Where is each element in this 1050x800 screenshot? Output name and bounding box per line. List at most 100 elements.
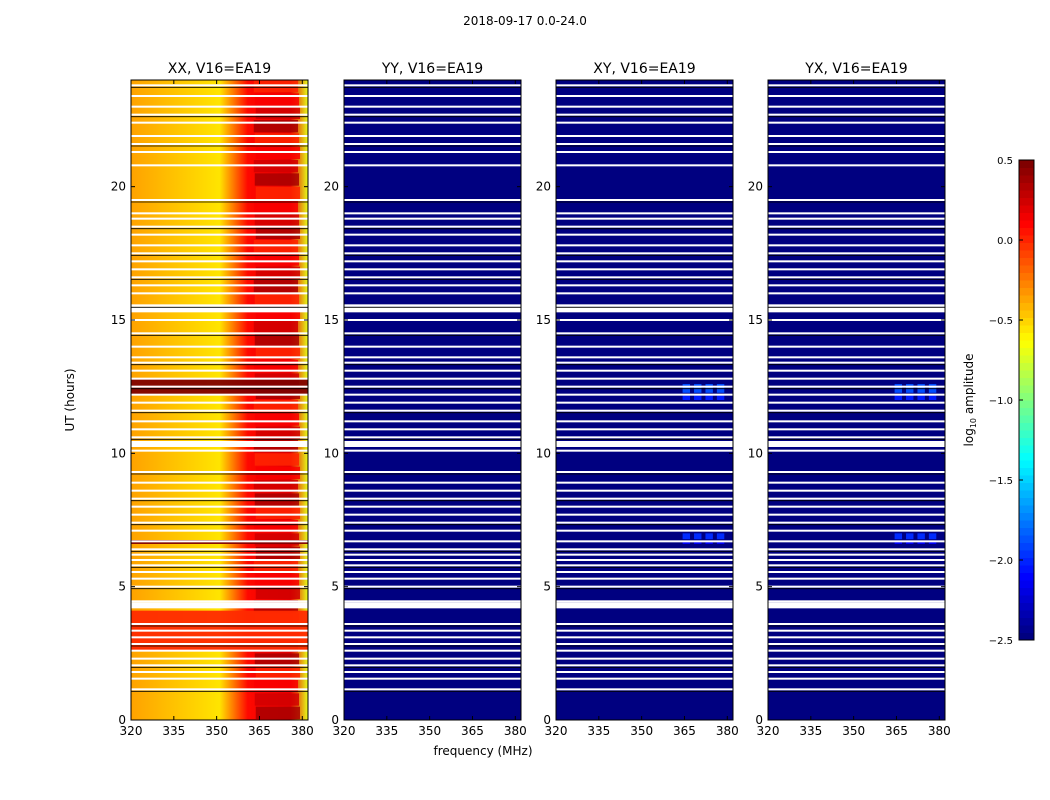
panel-xx-flagged-row [131, 481, 308, 484]
panel-yy-flagged-row [344, 105, 521, 108]
panel-xx-flagged-row [131, 84, 308, 87]
panel-xy-flagged-row [556, 602, 733, 609]
panel-xx-flagged-row [131, 420, 308, 423]
panel-yx-flagged-row [768, 559, 945, 561]
panel-yy-flagged-row [344, 420, 521, 423]
panel-xy-flagged-row [556, 345, 733, 348]
panel-yx-flagged-row [768, 600, 945, 603]
colorbar-segment [1019, 182, 1034, 191]
panel-xx-flagged-row [131, 540, 308, 543]
colorbar-segment [1019, 512, 1034, 521]
panel-yy-flagged-row [344, 268, 521, 271]
panel-yx-flagged-row [768, 369, 945, 372]
panel-yy-flagged-row [344, 319, 521, 321]
panel-yx-flagged-row [768, 95, 945, 97]
panel-xy-flagged-row [556, 481, 733, 484]
x-tick-label: 380 [504, 724, 527, 738]
panel-xx-band-cell [254, 293, 299, 306]
panel-xx-flagged-row [131, 385, 308, 388]
panel-yx-flagged-row [768, 199, 945, 201]
y-tick-label: 5 [755, 580, 763, 594]
panel-xy-flagged-row [556, 135, 733, 137]
colorbar-segment [1019, 287, 1034, 296]
panel-yx-patch [917, 540, 925, 544]
panel-xy-flagged-row [556, 688, 733, 691]
x-tick-label: 365 [885, 724, 908, 738]
panel-yx-patch [928, 540, 937, 544]
panel-xx-flagged-row [131, 571, 308, 573]
panel-xx-band-cell [254, 333, 299, 346]
panel-yx-flagged-row [768, 553, 945, 556]
panel-xx-flagged-row [131, 306, 308, 313]
panel-yx-flagged-row [768, 481, 945, 484]
panel-xx-flagged-row [131, 688, 308, 691]
y-tick-label: 10 [324, 446, 339, 460]
colorbar-segment [1019, 272, 1034, 281]
panel-xx-band-cell [254, 253, 299, 266]
panel-xy-flagged-row [556, 164, 733, 167]
panel-yy-flagged-row [344, 135, 521, 137]
panel-yy-flagged-row [344, 292, 521, 295]
colorbar-tick-label: 0.0 [997, 236, 1013, 247]
panel-xx-flagged-row [131, 356, 308, 359]
panel-yy-flagged-row [344, 385, 521, 388]
panel-xy-flagged-row [556, 553, 733, 556]
panel-xy-flagged-row [556, 260, 733, 263]
panel-xy-flagged-row [556, 95, 733, 97]
colorbar-segment [1019, 190, 1034, 198]
panel-yy-flagged-row [344, 643, 521, 645]
panel-xx-flagged-row [131, 602, 308, 609]
panel-xx-flagged-row [131, 212, 308, 215]
panel-yy-title: YY, V16=EA19 [381, 61, 483, 77]
colorbar-segment [1019, 220, 1034, 228]
colorbar-segment [1019, 175, 1034, 183]
panel-xx-flagged-row [131, 135, 308, 137]
x-tick-label: 350 [418, 724, 441, 738]
panel-yx-flagged-row [768, 449, 945, 452]
colorbar-segment [1019, 610, 1034, 618]
colorbar-segment [1019, 482, 1034, 491]
panel-yy-flagged-row [344, 345, 521, 348]
x-tick-label: 320 [333, 724, 356, 738]
panel-xy-flagged-row [556, 113, 733, 116]
panel-xx-flagged-row [131, 304, 308, 307]
colorbar-segment [1019, 280, 1034, 288]
panel-yy-flagged-row [344, 233, 521, 236]
panel-yx-flagged-row [768, 623, 945, 625]
panel-yx-flagged-row [768, 441, 945, 447]
colorbar-segment [1019, 580, 1034, 588]
panel-yx-flagged-row [768, 306, 945, 313]
x-tick-label: 335 [162, 724, 185, 738]
colorbar-segment [1019, 632, 1034, 641]
panel-xx-flagged-row [131, 369, 308, 372]
panel-xy-flagged-row [556, 497, 733, 500]
panel-yy-flagged-row [344, 409, 521, 412]
panel-yx-flagged-row [768, 643, 945, 645]
panel-xx-flagged-row [131, 657, 308, 660]
panel-xy-flagged-row [556, 252, 733, 255]
panel-yy-background [344, 80, 521, 720]
panel-xy-flagged-row [556, 571, 733, 573]
panel-xy-flagged-row [556, 304, 733, 307]
panel-xy-flagged-row [556, 121, 733, 124]
panel-xx-flagged-row [131, 585, 308, 588]
colorbar-segment [1019, 385, 1034, 393]
panel-xx-flagged-row [131, 497, 308, 500]
panel-yy-flagged-row [344, 401, 521, 404]
panel-xx-flagged-row [131, 345, 308, 348]
panel-xy-patch [682, 395, 691, 400]
panel-xy-flagged-row [556, 199, 733, 201]
panel-yx-patch [917, 533, 925, 540]
panel-yx-flagged-row [768, 529, 945, 532]
panel-xy-flagged-row [556, 276, 733, 279]
panel-xx-flagged-row [131, 436, 308, 439]
panel-yy-flagged-row [344, 636, 521, 639]
panel-xy-title: XY, V16=EA19 [593, 61, 695, 77]
panel-xx-band-cell [254, 413, 299, 426]
colorbar-segment [1019, 370, 1034, 378]
panel-yy-flagged-row [344, 199, 521, 201]
panel-yx-flagged-row [768, 420, 945, 423]
panel-xy-patch [694, 540, 702, 544]
panel-yy-flagged-row [344, 441, 521, 447]
panel-xy-flagged-row [556, 521, 733, 524]
